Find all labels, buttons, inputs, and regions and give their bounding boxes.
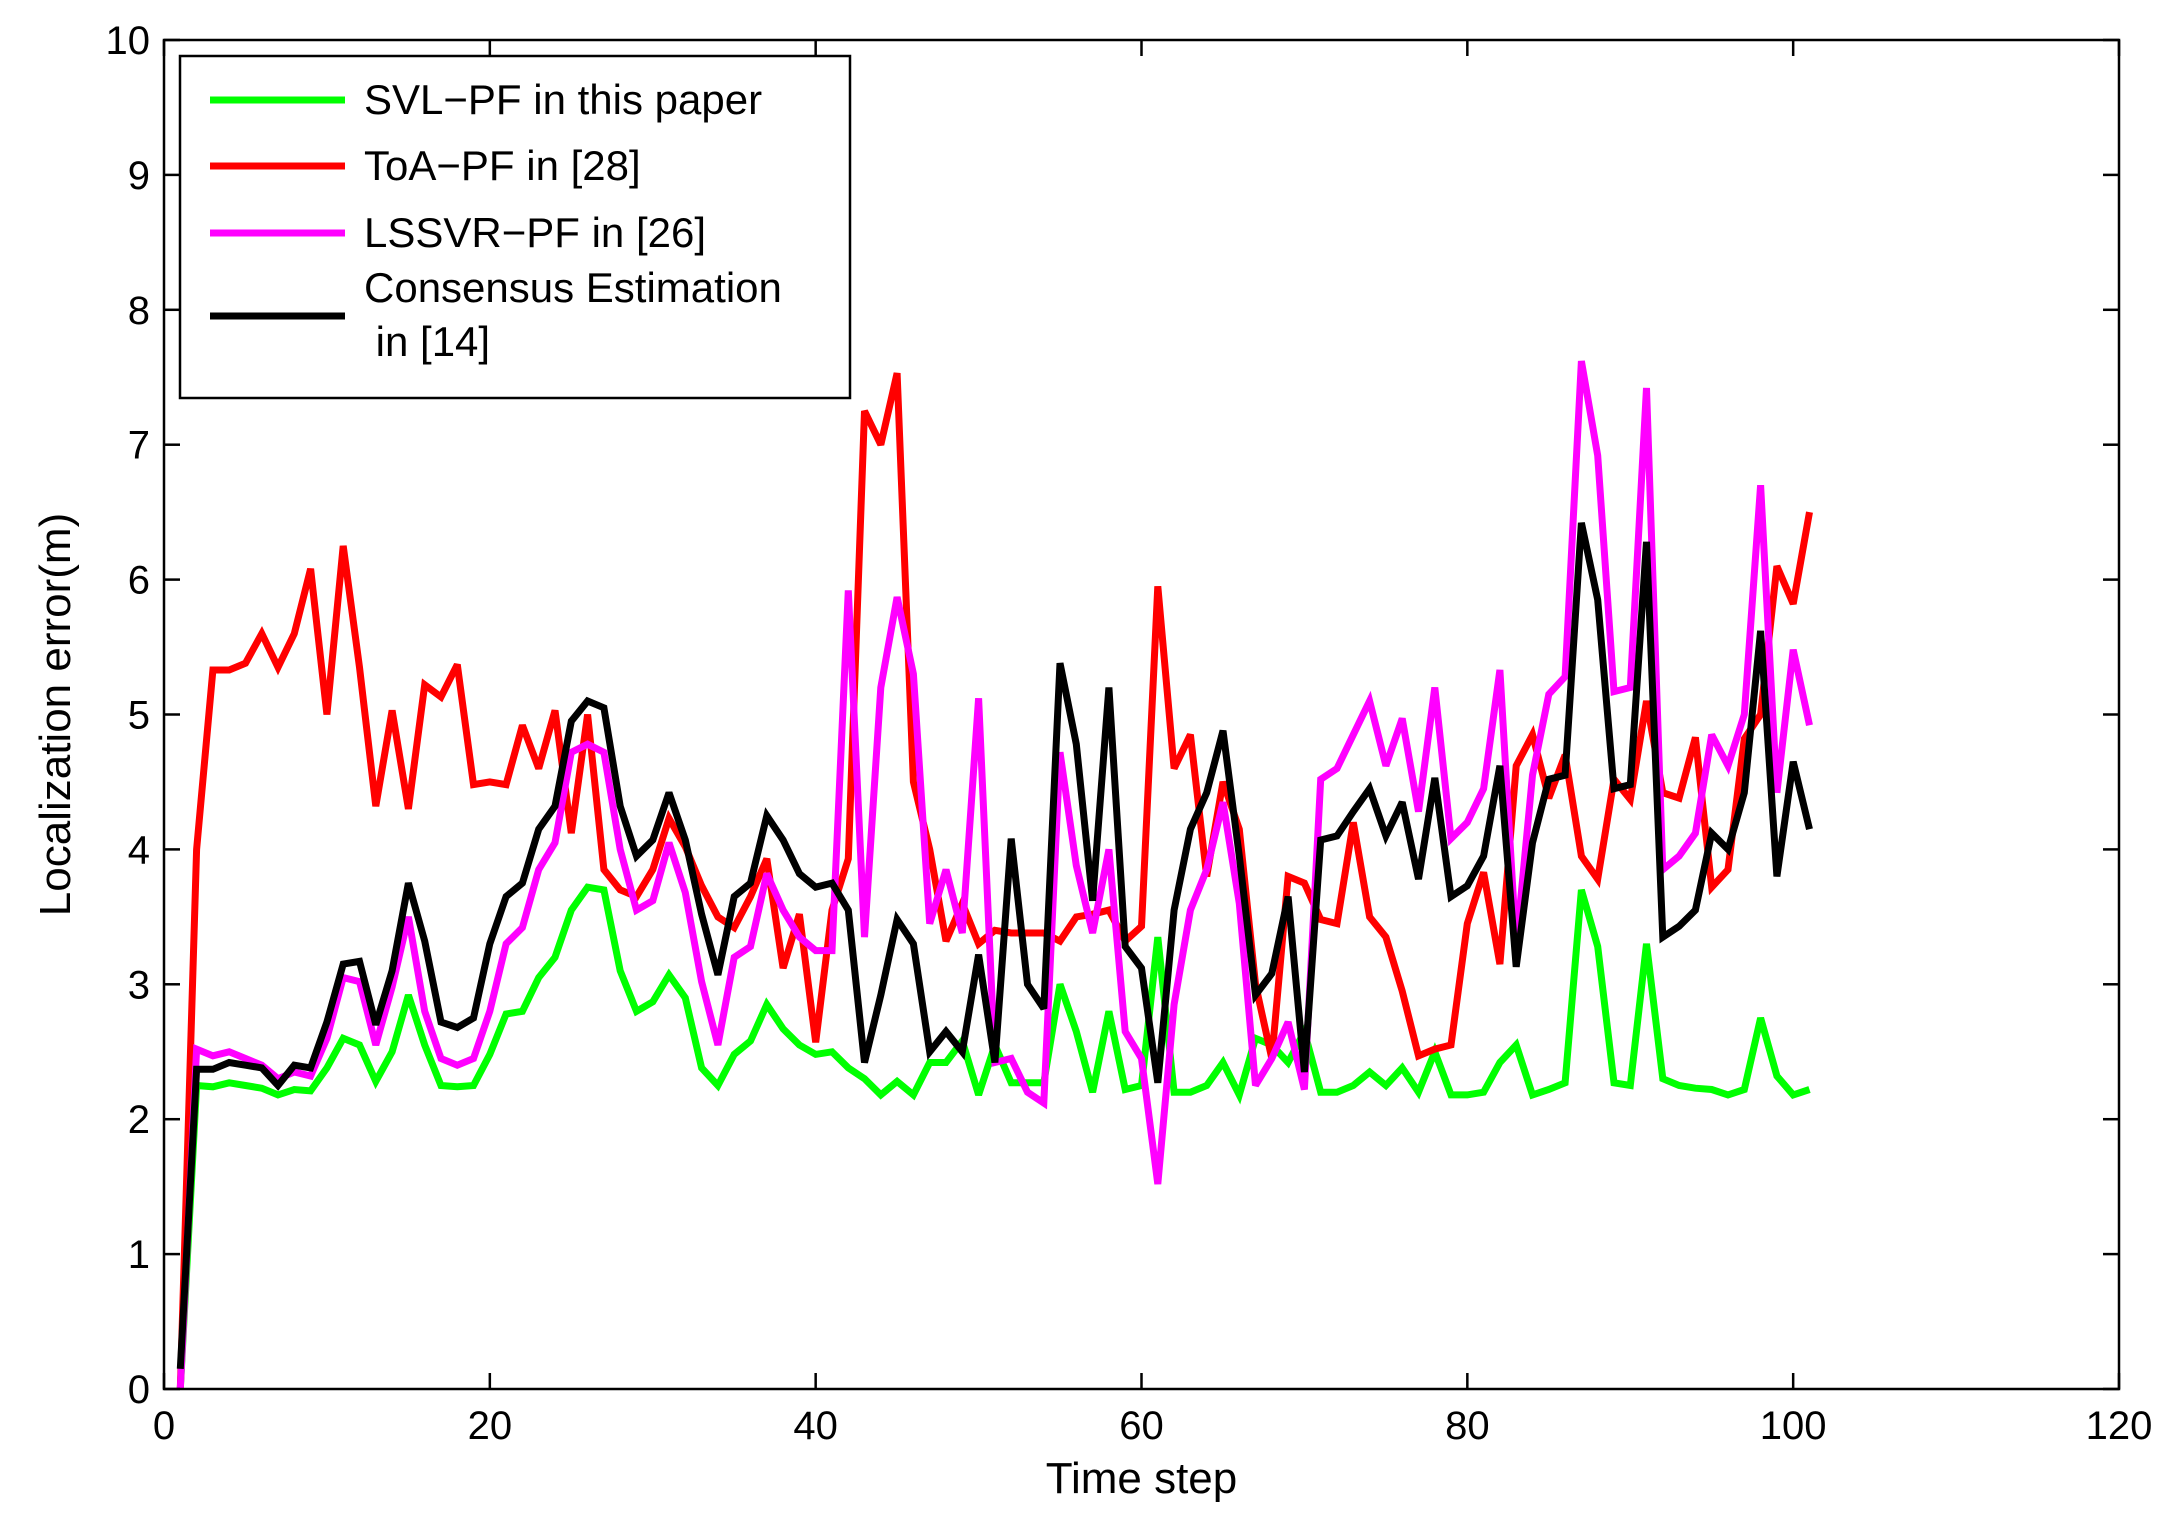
legend: SVL−PF in this paper ToA−PF in [28] LSSVR−… xyxy=(178,54,852,400)
legend-label-1: ToA−PF in [28] xyxy=(364,142,641,189)
y-tick-label: 9 xyxy=(128,154,150,198)
series-layer xyxy=(176,360,1813,1390)
legend-label-3: Consensus Estimation in [14] xyxy=(364,264,782,365)
y-tick-label: 4 xyxy=(128,828,150,872)
x-axis-title: Time step xyxy=(1046,1454,1238,1503)
y-tick-label: 1 xyxy=(128,1233,150,1277)
y-tick-label: 5 xyxy=(128,694,150,738)
x-axis: 0 20 40 60 80 100 120 xyxy=(153,40,2153,1448)
y-tick-label: 2 xyxy=(128,1098,150,1142)
y-tick-label: 0 xyxy=(128,1368,150,1412)
y-tick-label: 3 xyxy=(128,963,150,1007)
x-tick-label: 0 xyxy=(153,1404,175,1448)
legend-label-2: LSSVR−PF in [26] xyxy=(364,209,706,256)
y-tick-label: 6 xyxy=(128,559,150,603)
y-axis-title: Localization error(m) xyxy=(31,513,80,916)
x-tick-label: 100 xyxy=(1760,1404,1827,1448)
y-tick-label: 10 xyxy=(106,19,151,63)
legend-box xyxy=(178,54,852,400)
series-line-3 xyxy=(176,522,1813,1369)
y-tick-label: 8 xyxy=(128,289,150,333)
x-tick-label: 60 xyxy=(1119,1404,1164,1448)
x-tick-label: 40 xyxy=(793,1404,838,1448)
legend-label-0: SVL−PF in this paper xyxy=(364,76,762,123)
y-axis: 0 1 2 3 4 5 6 7 8 9 10 xyxy=(106,19,2119,1412)
x-tick-label: 120 xyxy=(2086,1404,2153,1448)
x-tick-label: 80 xyxy=(1445,1404,1490,1448)
y-tick-label: 7 xyxy=(128,424,150,468)
x-tick-label: 20 xyxy=(468,1404,513,1448)
